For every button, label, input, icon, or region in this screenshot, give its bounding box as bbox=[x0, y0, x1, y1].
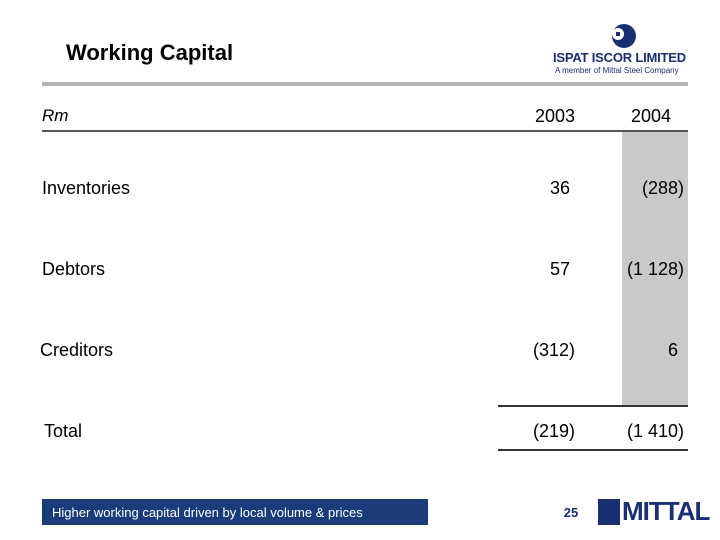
row-label-total: Total bbox=[44, 421, 83, 441]
header-divider bbox=[42, 130, 688, 132]
footer-note-box bbox=[42, 499, 428, 525]
company-name: ISPAT ISCOR LIMITED bbox=[553, 50, 686, 65]
cell-total-2004: (1 410) bbox=[626, 421, 684, 441]
unit-label: Rm bbox=[42, 106, 69, 125]
row-label-creditors: Creditors bbox=[40, 340, 114, 360]
mittal-logo-mark-icon bbox=[598, 499, 620, 525]
total-top-rule bbox=[498, 405, 688, 407]
cell-creditors-2004: 6 bbox=[667, 340, 678, 360]
mittal-logo: MITTAL bbox=[622, 496, 710, 526]
row-label-debtors: Debtors bbox=[42, 259, 106, 279]
table-header: Rm 2003 2004 bbox=[42, 106, 688, 130]
cell-debtors-2004: (1 128) bbox=[626, 259, 684, 279]
cell-debtors-2003: 57 bbox=[549, 259, 571, 279]
company-logo-icon bbox=[612, 24, 636, 48]
cell-creditors-2003: (312) bbox=[532, 340, 576, 360]
title-divider bbox=[42, 82, 688, 86]
cell-total-2003: (219) bbox=[532, 421, 576, 441]
company-tagline: A member of Mittal Steel Company bbox=[555, 66, 679, 75]
slide-title: Working Capital bbox=[66, 40, 234, 65]
page-number: 25 bbox=[563, 505, 579, 520]
footer-note: Higher working capital driven by local v… bbox=[52, 505, 363, 520]
column-header-2003: 2003 bbox=[534, 106, 576, 126]
row-label-inventories: Inventories bbox=[42, 178, 131, 198]
total-bottom-rule bbox=[498, 449, 688, 451]
column-header-2004: 2004 bbox=[630, 106, 672, 126]
cell-inventories-2004: (288) bbox=[641, 178, 684, 198]
cell-inventories-2003: 36 bbox=[549, 178, 571, 198]
highlight-column-2004 bbox=[622, 132, 688, 406]
